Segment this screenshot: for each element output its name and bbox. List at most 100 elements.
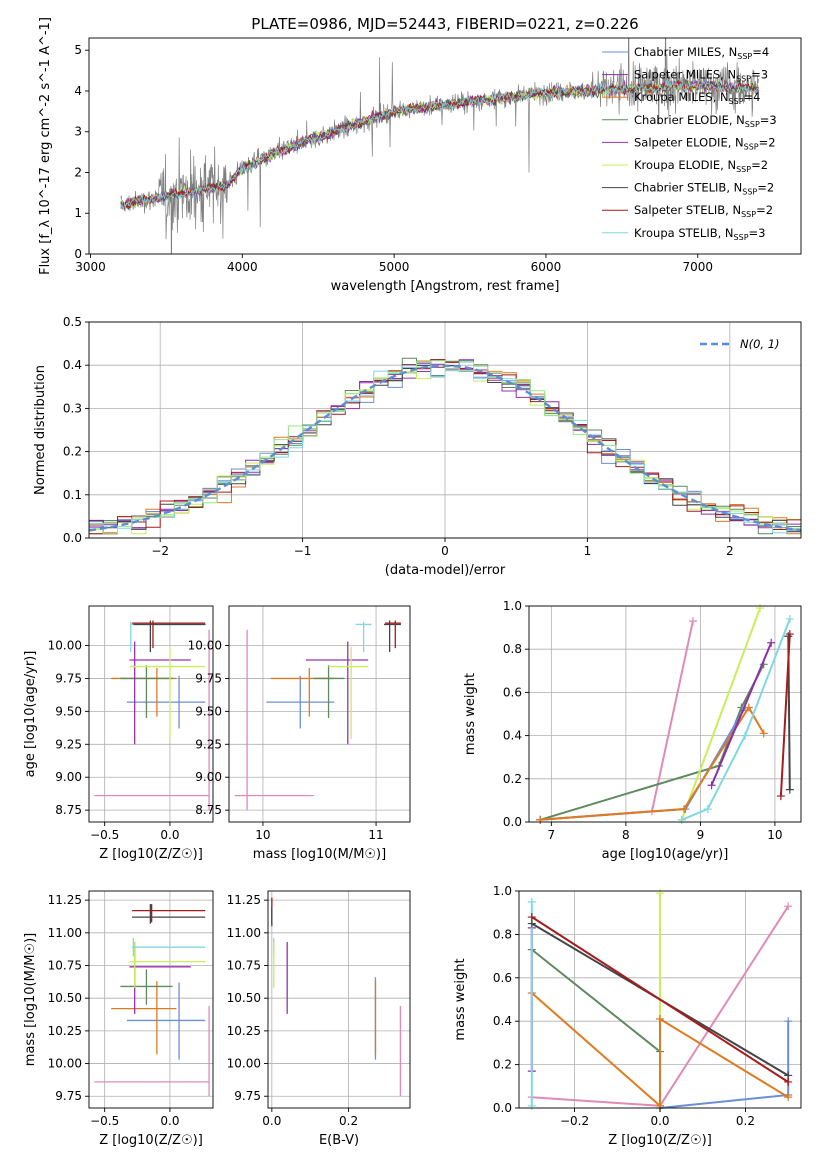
- y-tick-label: 9.50: [55, 704, 82, 718]
- weight-marker: [527, 913, 536, 922]
- weight-marker: [776, 792, 785, 801]
- weight-marker: [756, 604, 765, 613]
- y-tick-label: 11.00: [48, 926, 82, 940]
- weight-marker: [784, 1017, 793, 1026]
- x-tick-label: 8: [622, 828, 630, 842]
- x-tick-label: 0.0: [262, 1114, 281, 1128]
- weight-marker: [656, 1015, 664, 1024]
- x-tick-label: −0.5: [90, 828, 119, 842]
- y-tick-label: 0.4: [493, 1014, 512, 1028]
- weight-marker: [767, 638, 776, 647]
- weight-series: [527, 913, 793, 1086]
- y-tick-label: 0.2: [503, 772, 522, 786]
- legend-label: Kroupa ELODIE, NSSP=2: [634, 158, 768, 174]
- y-tick-label: 4: [74, 84, 82, 98]
- y-tick-label: 10.50: [227, 991, 261, 1005]
- x-tick-label: 4000: [227, 260, 258, 274]
- legend-label: N(0, 1): [740, 337, 780, 351]
- x-axis-label: Z [log10(Z/Z☉)]: [608, 1133, 712, 1148]
- legend-label: Kroupa MILES, NSSP=4: [634, 90, 760, 106]
- x-tick-label: 6000: [531, 260, 562, 274]
- errorbar-point: [266, 675, 335, 729]
- y-tick-label: 0.0: [493, 1101, 512, 1115]
- y-tick-label: 9.75: [55, 1089, 82, 1103]
- errorbar-point: [129, 941, 206, 988]
- plot-layer: Chabrier MILES, NSSP=4 Salpeter MILES, NS…: [23, 17, 802, 1148]
- legend-label: Chabrier MILES, NSSP=4: [634, 45, 769, 61]
- y-tick-label: 0.1: [63, 488, 82, 502]
- y-tick-label: 9.00: [55, 770, 82, 784]
- x-axis-label: age [log10(age/yr)]: [602, 847, 729, 862]
- x-tick-label: 0.0: [160, 828, 179, 842]
- x-axis-label: Z [log10(Z/Z☉)]: [99, 1133, 203, 1148]
- axes-frame-4: 7 8 9 10 0.0 0.2 0.4 0.6 0.8 1.0 age [log10(age/yr…: [463, 599, 802, 862]
- y-tick-label: 0.8: [503, 642, 522, 656]
- errorbar-point: [328, 646, 369, 740]
- y-axis-label: Normed distribution: [33, 365, 48, 495]
- weight-marker: [759, 729, 768, 738]
- y-tick-label: 10.25: [48, 1024, 82, 1038]
- y-tick-label: 11.00: [227, 926, 261, 940]
- weight-line: [680, 607, 761, 821]
- axes-5: [89, 891, 213, 1108]
- axes-spine: [228, 605, 411, 823]
- axes-3: [229, 606, 410, 822]
- axes-frame-0: 3000 4000 5000 6000 7000 0 1 2 3 4 5 wavelength [An…: [38, 17, 802, 294]
- y-tick-label: 0.2: [63, 445, 82, 459]
- weight-line: [540, 705, 765, 821]
- x-tick-label: 3000: [75, 260, 106, 274]
- errorbar-point: [133, 620, 206, 653]
- y-tick-label: 1.0: [503, 599, 522, 613]
- errorbar-point: [355, 621, 372, 653]
- x-tick-label: 10: [255, 828, 270, 842]
- y-tick-label: 10.75: [48, 959, 82, 973]
- axes-4: [529, 604, 801, 824]
- weight-marker: [744, 703, 753, 712]
- errorbar-point: [132, 620, 206, 649]
- weight-series: [527, 897, 536, 1110]
- axes-frame-3: 10 11 8.75 9.00 9.25 9.50 9.75 10.00 mass [log10…: [188, 605, 411, 862]
- weight-line: [531, 916, 789, 1083]
- weight-marker: [785, 785, 794, 794]
- axes-6: [268, 891, 410, 1108]
- spectrum-plot-area: [120, 38, 759, 254]
- errorbar-point: [132, 938, 206, 957]
- y-tick-label: 10.00: [48, 1057, 82, 1071]
- y-tick-label: 5: [74, 43, 82, 57]
- legend-label: Salpeter MILES, NSSP=3: [634, 68, 768, 84]
- y-tick-label: 8.75: [195, 803, 222, 817]
- errorbar-point: [234, 629, 314, 811]
- weight-marker: [527, 1101, 536, 1110]
- y-tick-label: 1.0: [493, 884, 512, 898]
- y-tick-label: 9.75: [195, 671, 222, 685]
- axes-spine: [88, 37, 802, 255]
- axes-frame-1: −2 −1 0 1 2 0.0 0.1 0.2 0.3 0.4 0.5 (data-model)/er…: [33, 315, 802, 578]
- weight-marker: [784, 902, 793, 911]
- x-axis-label: Z [log10(Z/Z☉)]: [99, 847, 203, 862]
- axes-spine: [267, 890, 411, 1109]
- x-tick-label: −0.2: [560, 1114, 589, 1128]
- y-tick-label: 11.25: [227, 893, 261, 907]
- y-tick-label: 0.4: [63, 358, 82, 372]
- y-tick-label: 0.0: [63, 531, 82, 545]
- y-tick-label: 9.00: [195, 770, 222, 784]
- x-tick-label: 0.2: [339, 1114, 358, 1128]
- errorbar-point: [383, 620, 401, 653]
- weight-marker: [707, 781, 716, 790]
- weight-marker: [784, 1077, 793, 1086]
- y-axis-label: mass weight: [463, 673, 478, 755]
- x-tick-label: 0.0: [650, 1114, 669, 1128]
- errorbar-point: [313, 665, 345, 718]
- axes-frame-2: −0.5 0.0 8.75 9.00 9.25 9.50 9.75 10.00 Z [log10…: [23, 605, 214, 862]
- y-axis-label: age [log10(age/yr)]: [23, 651, 38, 778]
- x-tick-label: −1: [294, 544, 312, 558]
- y-tick-label: 0.6: [493, 971, 512, 985]
- x-axis-label: wavelength [Angstrom, rest frame]: [331, 279, 560, 294]
- weight-line: [779, 634, 791, 797]
- y-tick-label: 0.5: [63, 315, 82, 329]
- axes-frame-5: −0.5 0.0 9.75 10.00 10.25 10.50 10.75 11.00 11.2…: [23, 890, 214, 1148]
- y-tick-label: 10.00: [48, 639, 82, 653]
- normal-distribution-curve: [88, 364, 802, 532]
